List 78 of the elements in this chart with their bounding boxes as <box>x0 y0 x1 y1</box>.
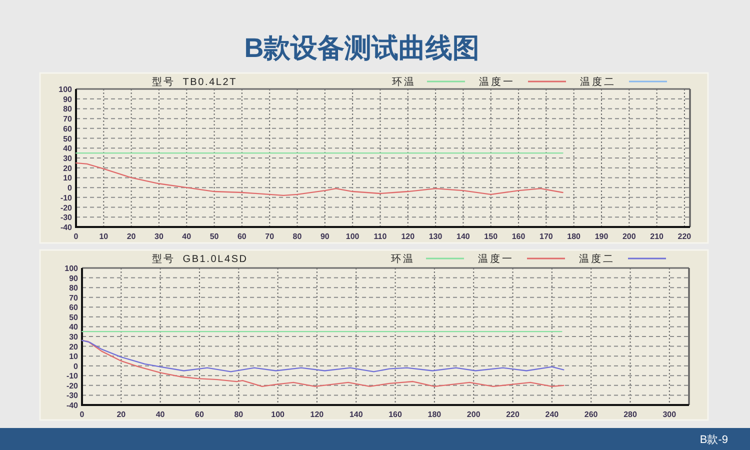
y-tick-label: 20 <box>63 164 73 173</box>
y-tick-label: -40 <box>60 223 73 232</box>
x-tick-label: 160 <box>512 232 526 241</box>
y-tick-label: 0 <box>68 184 73 193</box>
x-tick-label: 210 <box>650 232 664 241</box>
x-tick-label: 110 <box>374 232 388 241</box>
x-tick-label: 240 <box>545 410 560 419</box>
y-tick-label: 30 <box>63 154 73 163</box>
legend-label: 温度二 <box>580 76 616 88</box>
y-tick-label: 40 <box>69 322 79 332</box>
x-tick-label: 190 <box>594 232 609 241</box>
x-tick-label: 130 <box>428 232 443 241</box>
x-tick-label: 20 <box>126 232 136 241</box>
y-tick-label: -30 <box>66 391 79 400</box>
y-tick-label: 80 <box>63 104 73 114</box>
y-tick-label: -30 <box>60 213 73 222</box>
x-tick-label: 100 <box>346 232 360 241</box>
x-tick-label: 10 <box>99 232 109 241</box>
x-tick-label: 120 <box>310 410 324 419</box>
x-tick-label: 40 <box>182 232 192 241</box>
chart-subtitle: 型号 TB0.4L2T <box>152 76 238 88</box>
y-tick-label: 70 <box>69 293 79 302</box>
legend-label: 温度二 <box>579 253 615 265</box>
x-tick-label: 160 <box>388 410 403 419</box>
y-tick-label: 60 <box>63 124 73 134</box>
x-tick-label: 50 <box>210 232 220 241</box>
legend-label: 温度一 <box>479 76 515 88</box>
legend-label: 环温 <box>391 253 415 265</box>
y-tick-label: -10 <box>60 193 73 202</box>
legend-label: 温度一 <box>478 253 514 265</box>
y-tick-label: 80 <box>69 284 79 293</box>
y-tick-label: 30 <box>69 332 79 342</box>
x-tick-label: 300 <box>662 410 677 419</box>
y-tick-label: -20 <box>66 381 79 390</box>
x-tick-label: 120 <box>401 232 416 241</box>
x-tick-label: 140 <box>349 410 364 419</box>
x-tick-label: 60 <box>195 410 204 419</box>
y-tick-label: -20 <box>60 203 73 212</box>
x-tick-label: 170 <box>540 232 554 241</box>
y-tick-label: 10 <box>69 352 79 362</box>
y-tick-label: 100 <box>58 85 73 94</box>
x-tick-label: 220 <box>678 232 692 241</box>
y-tick-label: 50 <box>63 134 73 144</box>
x-tick-label: 200 <box>622 232 636 241</box>
x-tick-label: 80 <box>292 232 302 241</box>
x-tick-label: 80 <box>234 410 244 419</box>
x-tick-label: 0 <box>80 410 85 419</box>
x-tick-label: 140 <box>456 232 470 241</box>
text: B款-9 <box>700 434 728 446</box>
y-tick-label: 90 <box>63 94 73 104</box>
x-tick-label: 90 <box>320 232 330 241</box>
y-tick-label: 50 <box>69 312 79 322</box>
y-tick-label: 90 <box>69 274 79 283</box>
x-tick-label: 280 <box>624 410 638 419</box>
y-tick-label: 10 <box>63 174 73 183</box>
x-tick-label: 220 <box>506 410 520 419</box>
x-tick-label: 260 <box>584 410 598 419</box>
x-tick-label: 150 <box>484 232 498 241</box>
y-tick-label: 60 <box>69 303 79 312</box>
y-tick-label: 40 <box>63 144 73 154</box>
y-tick-label: 70 <box>63 114 73 124</box>
x-tick-label: 180 <box>428 410 442 419</box>
x-tick-label: 180 <box>567 232 582 241</box>
x-tick-label: 20 <box>116 410 126 419</box>
chart-subtitle: 型号 GB1.0L4SD <box>152 253 248 265</box>
x-tick-label: 30 <box>154 232 164 241</box>
y-tick-label: 100 <box>64 264 79 273</box>
legend-label: 环温 <box>392 76 416 88</box>
x-tick-label: 40 <box>156 410 166 419</box>
y-tick-label: -40 <box>66 401 79 410</box>
x-tick-label: 200 <box>466 410 481 419</box>
x-tick-label: 100 <box>271 410 286 419</box>
y-tick-label: 20 <box>69 342 79 352</box>
x-tick-label: 60 <box>237 232 247 241</box>
y-tick-label: -10 <box>66 372 79 381</box>
chart-title: B款设备测试曲线图 <box>244 33 480 63</box>
y-tick-label: 0 <box>74 362 79 371</box>
x-tick-label: 70 <box>265 232 275 241</box>
